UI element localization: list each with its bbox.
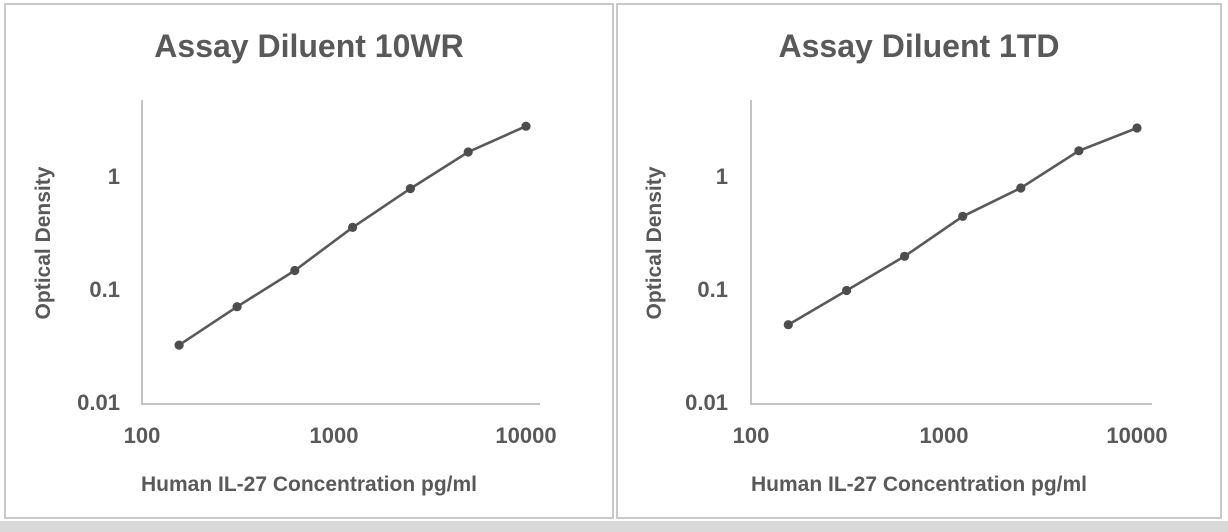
left-y-tick-1: 1 bbox=[107, 164, 120, 189]
left-chart-title: Assay Diluent 10WR bbox=[154, 28, 464, 64]
right-y-tick-0.01: 0.01 bbox=[685, 390, 728, 415]
right-x-tick-100: 100 bbox=[732, 423, 770, 448]
bottom-strip bbox=[0, 521, 1228, 532]
left-y-tick-0.01: 0.01 bbox=[77, 390, 120, 415]
right-y-tick-0.1: 0.1 bbox=[697, 277, 728, 302]
right-y-tick-1: 1 bbox=[715, 164, 728, 189]
left-x-axis-title: Human IL-27 Concentration pg/ml bbox=[140, 473, 478, 496]
left-y-tick-0.1: 0.1 bbox=[89, 277, 120, 302]
left-x-tick-10000: 10000 bbox=[495, 423, 557, 448]
left-x-tick-100: 100 bbox=[123, 423, 161, 448]
right-x-axis-title: Human IL-27 Concentration pg/ml bbox=[750, 473, 1088, 496]
right-x-tick-1000: 1000 bbox=[919, 423, 969, 448]
left-x-tick-1000: 1000 bbox=[309, 423, 359, 448]
right-chart-title: Assay Diluent 1TD bbox=[778, 28, 1060, 64]
right-x-tick-10000: 10000 bbox=[1106, 423, 1168, 448]
